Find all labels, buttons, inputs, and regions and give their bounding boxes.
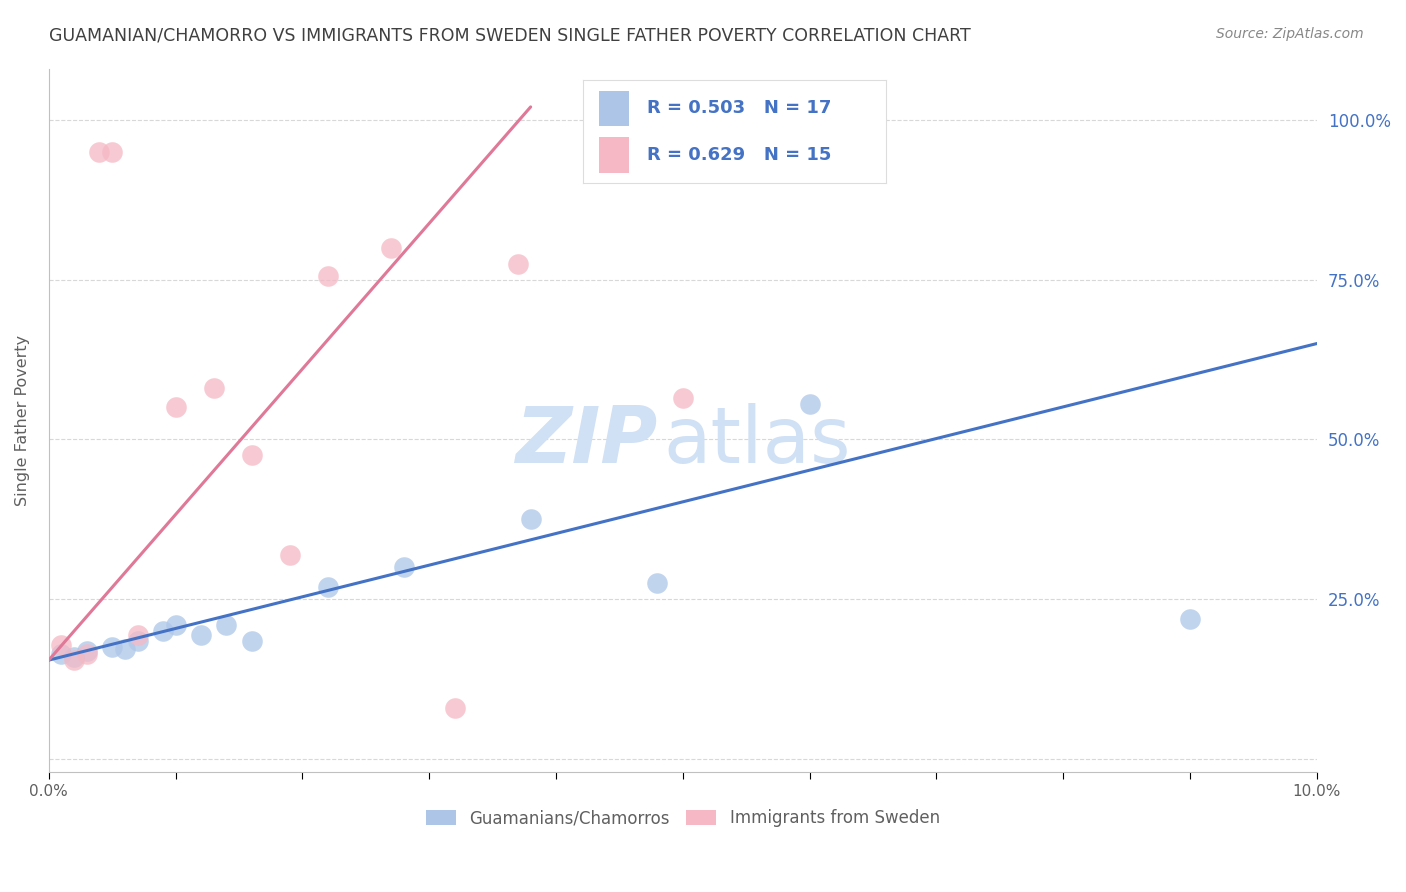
Point	[165, 618, 187, 632]
Point	[316, 269, 339, 284]
Point	[519, 512, 541, 526]
Y-axis label: Single Father Poverty: Single Father Poverty	[15, 334, 30, 506]
Point	[63, 649, 86, 664]
Point	[392, 560, 415, 574]
Text: Source: ZipAtlas.com: Source: ZipAtlas.com	[1216, 27, 1364, 41]
Point	[101, 145, 124, 159]
Point	[152, 624, 174, 639]
Point	[114, 642, 136, 657]
Point	[380, 241, 402, 255]
Point	[127, 634, 149, 648]
Point	[51, 639, 73, 653]
Point	[278, 548, 301, 562]
Point	[76, 643, 98, 657]
Point	[215, 618, 238, 632]
Point	[316, 580, 339, 594]
Point	[51, 647, 73, 661]
Point	[506, 257, 529, 271]
Point	[443, 701, 465, 715]
Text: ZIP: ZIP	[515, 403, 658, 479]
Point	[76, 647, 98, 661]
Legend: Guamanians/Chamorros, Immigrants from Sweden: Guamanians/Chamorros, Immigrants from Sw…	[419, 803, 946, 834]
Point	[127, 627, 149, 641]
Text: atlas: atlas	[664, 403, 851, 479]
Point	[1178, 611, 1201, 625]
Point	[63, 653, 86, 667]
Point	[240, 449, 263, 463]
Point	[89, 145, 111, 159]
Point	[240, 634, 263, 648]
Bar	[599, 91, 628, 127]
Point	[799, 397, 821, 411]
Text: GUAMANIAN/CHAMORRO VS IMMIGRANTS FROM SWEDEN SINGLE FATHER POVERTY CORRELATION C: GUAMANIAN/CHAMORRO VS IMMIGRANTS FROM SW…	[49, 27, 972, 45]
Text: R = 0.503   N = 17: R = 0.503 N = 17	[647, 100, 831, 118]
Point	[165, 401, 187, 415]
Point	[101, 640, 124, 655]
Text: R = 0.629   N = 15: R = 0.629 N = 15	[647, 145, 831, 163]
Point	[672, 391, 695, 405]
Point	[190, 627, 212, 641]
Point	[202, 381, 225, 395]
Point	[647, 576, 669, 591]
Bar	[599, 136, 628, 173]
